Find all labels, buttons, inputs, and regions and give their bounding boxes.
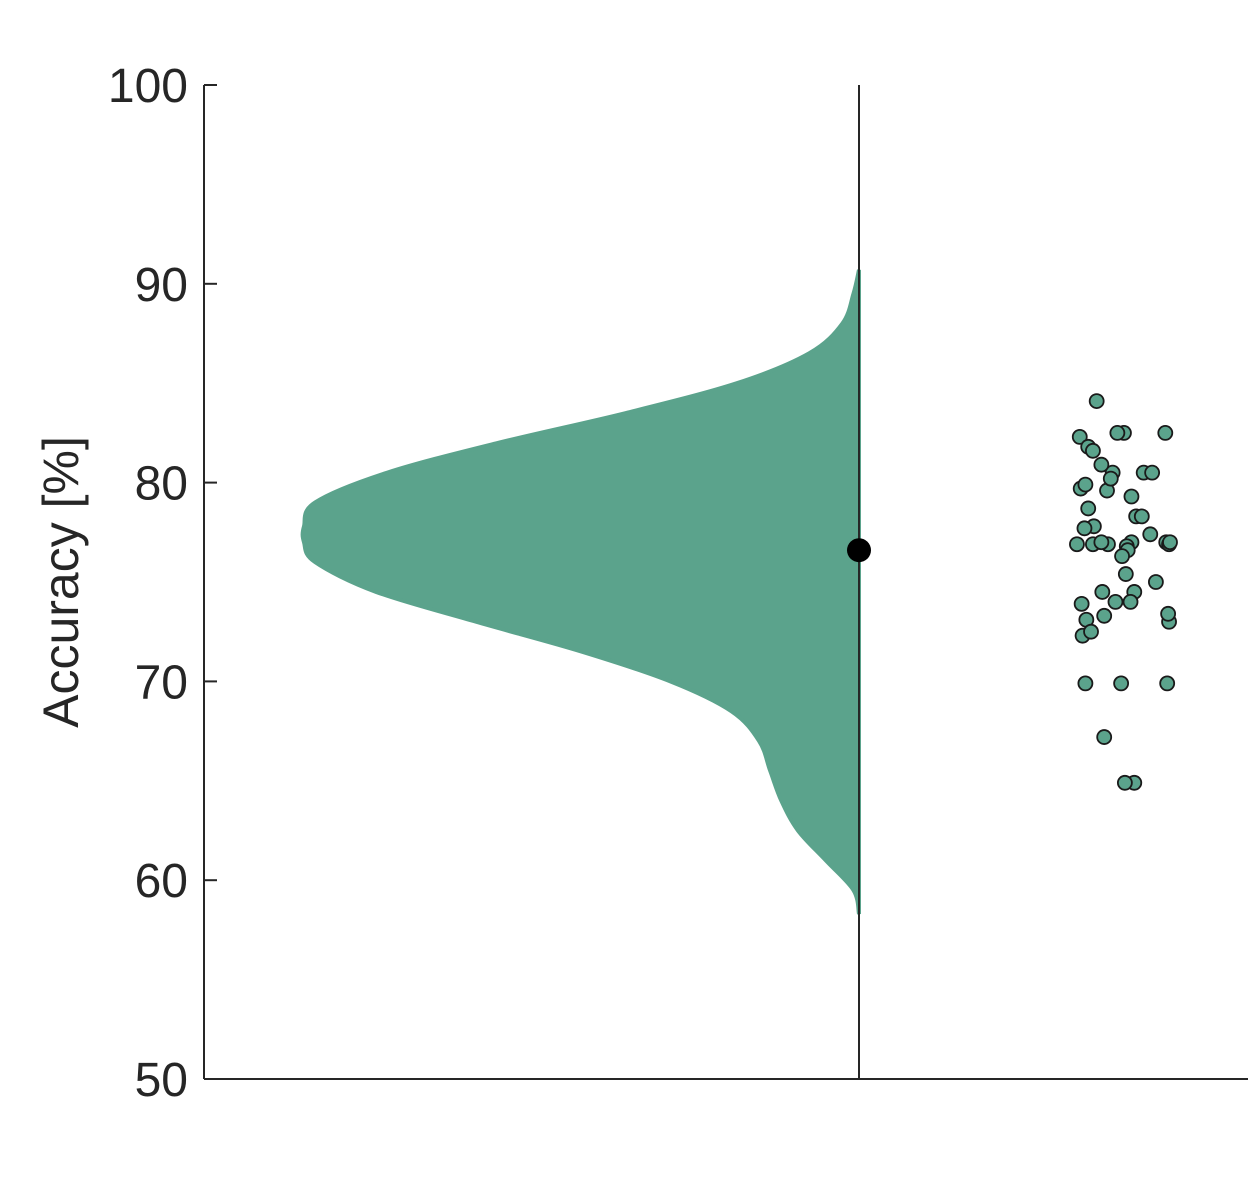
data-point: [1109, 424, 1126, 441]
labels-layer: Accuracy [%] 50 60 70 80 90 100: [33, 60, 188, 1107]
data-point: [1142, 526, 1159, 543]
data-point: [1094, 584, 1111, 600]
data-point: [1088, 393, 1105, 409]
data-point: [1096, 729, 1113, 745]
y-axis-label: Accuracy [%]: [33, 436, 89, 728]
data-point: [1102, 470, 1119, 487]
data-point: [1122, 593, 1139, 610]
data-point: [1093, 534, 1110, 551]
data-point: [1071, 428, 1088, 445]
data-points-layer: [847, 393, 1178, 791]
data-point: [1162, 534, 1178, 551]
y-tick-label: 90: [135, 259, 188, 312]
data-point: [1123, 488, 1140, 505]
y-tick-label: 70: [135, 656, 188, 709]
data-point: [1080, 500, 1097, 517]
data-point: [1107, 593, 1124, 610]
y-tick-label: 80: [135, 458, 188, 511]
density-cloud: [300, 269, 861, 915]
density-cloud-layer: [300, 269, 861, 915]
data-point: [1073, 595, 1090, 612]
data-point: [1085, 442, 1101, 459]
data-point: [1083, 623, 1099, 640]
data-point: [1160, 605, 1177, 622]
y-tick-label: 60: [135, 855, 188, 908]
data-point: [1076, 520, 1093, 537]
data-point: [1077, 675, 1094, 692]
data-point: [1117, 566, 1134, 582]
mean-marker: [847, 538, 871, 563]
axes-layer: [203, 84, 1248, 1080]
data-point: [1093, 456, 1110, 473]
data-point: [1116, 774, 1133, 791]
data-point: [1148, 574, 1164, 590]
y-tick-label: 100: [108, 60, 188, 113]
data-point: [1159, 675, 1176, 692]
data-point: [1077, 476, 1094, 493]
data-point: [1069, 536, 1085, 553]
y-tick-label: 50: [135, 1054, 188, 1107]
data-point: [1157, 424, 1174, 441]
data-point: [1144, 464, 1161, 481]
data-point: [1096, 607, 1113, 624]
data-point: [1133, 508, 1150, 525]
data-point: [1114, 548, 1130, 565]
data-point: [1113, 675, 1130, 692]
